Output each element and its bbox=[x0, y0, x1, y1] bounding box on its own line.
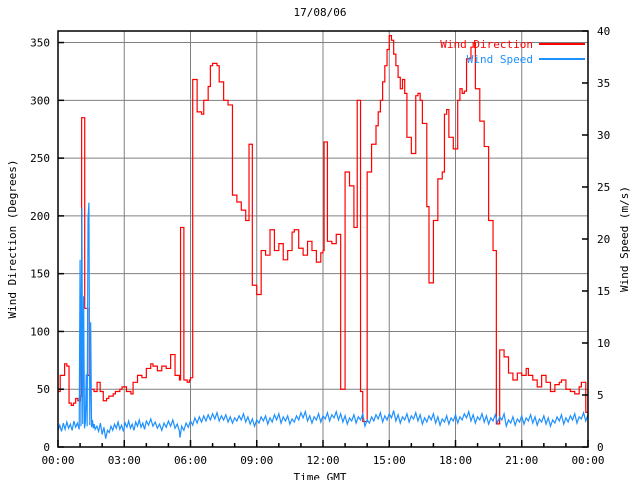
x-axis-title: Time GMT bbox=[294, 471, 347, 480]
x-tick-label: 00:00 bbox=[571, 454, 604, 467]
x-tick-label: 15:00 bbox=[373, 454, 406, 467]
y2-tick-label: 25 bbox=[597, 181, 610, 194]
tick-layer bbox=[57, 30, 589, 448]
y2-tick-label: 20 bbox=[597, 233, 610, 246]
x-tick-label: 00:00 bbox=[41, 454, 74, 467]
y2-tick-label: 40 bbox=[597, 25, 610, 38]
y2-tick-label: 0 bbox=[597, 441, 604, 454]
legend-label-wind-speed: Wind Speed bbox=[467, 53, 533, 66]
y-tick-label: 150 bbox=[30, 268, 50, 281]
y-tick-label: 300 bbox=[30, 94, 50, 107]
y2-tick-label: 10 bbox=[597, 337, 610, 350]
y2-axis-title: Wind Speed (m/s) bbox=[618, 186, 631, 292]
series-wind-direction bbox=[58, 35, 588, 425]
x-tick-label: 06:00 bbox=[174, 454, 207, 467]
legend-label-wind-direction: Wind Direction bbox=[440, 38, 533, 51]
y-tick-label: 250 bbox=[30, 152, 50, 165]
y-tick-label: 200 bbox=[30, 210, 50, 223]
series-wind-speed bbox=[58, 202, 588, 439]
y-tick-label: 350 bbox=[30, 37, 50, 50]
y2-tick-label: 35 bbox=[597, 77, 610, 90]
x-tick-label: 09:00 bbox=[240, 454, 273, 467]
x-tick-label: 03:00 bbox=[108, 454, 141, 467]
x-tick-label: 21:00 bbox=[505, 454, 538, 467]
chart-legend: Wind Direction Wind Speed bbox=[440, 38, 585, 66]
y2-tick-label: 30 bbox=[597, 129, 610, 142]
y-tick-label: 100 bbox=[30, 325, 50, 338]
y-tick-label: 50 bbox=[37, 383, 50, 396]
y-axis-title: Wind Direction (Degrees) bbox=[6, 160, 19, 319]
x-tick-label: 12:00 bbox=[306, 454, 339, 467]
y2-tick-label: 5 bbox=[597, 389, 604, 402]
y2-tick-label: 15 bbox=[597, 285, 610, 298]
axis-labels-layer: 0 50 100 150 200 250 300 350 0 5 10 15 20 25 30 35 40 00:… bbox=[6, 25, 631, 480]
series-layer bbox=[58, 35, 588, 439]
y-tick-label: 0 bbox=[43, 441, 50, 454]
grid-layer bbox=[58, 31, 588, 447]
x-tick-label: 18:00 bbox=[439, 454, 472, 467]
chart-title: 17/08/06 bbox=[293, 6, 347, 19]
